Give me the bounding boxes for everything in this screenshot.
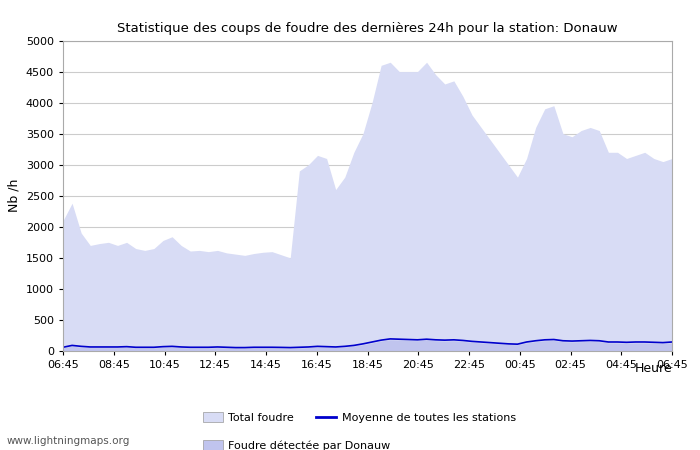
- Y-axis label: Nb /h: Nb /h: [7, 179, 20, 212]
- Title: Statistique des coups de foudre des dernières 24h pour la station: Donauw: Statistique des coups de foudre des dern…: [117, 22, 618, 35]
- Legend: Foudre détectée par Donauw: Foudre détectée par Donauw: [202, 441, 391, 450]
- Text: www.lightningmaps.org: www.lightningmaps.org: [7, 436, 130, 446]
- Text: Heure: Heure: [634, 362, 672, 375]
